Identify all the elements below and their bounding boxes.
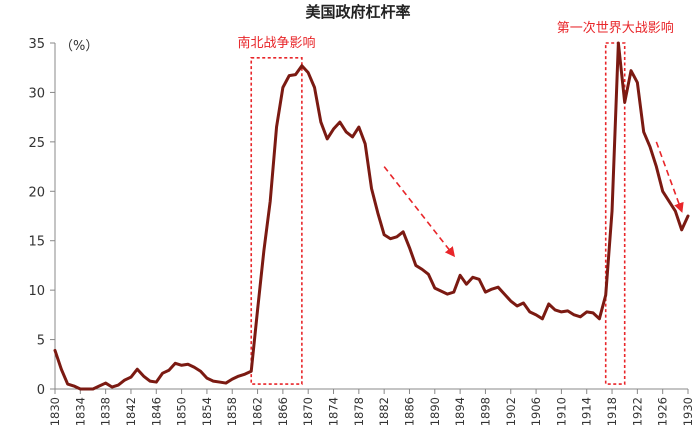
x-tick-label: 1918 bbox=[605, 397, 619, 426]
x-tick-label: 1906 bbox=[529, 397, 543, 426]
x-tick-label: 1874 bbox=[327, 397, 341, 426]
trend-arrows bbox=[383, 141, 684, 258]
series-line bbox=[53, 41, 690, 391]
annotation-label: 第一次世界大战影响 bbox=[557, 20, 674, 36]
y-tick-label: 10 bbox=[28, 284, 45, 299]
y-tick-label: 5 bbox=[37, 334, 45, 349]
x-tick-label: 1930 bbox=[681, 397, 695, 426]
y-tick-label: 15 bbox=[28, 235, 45, 250]
trend-arrow bbox=[655, 141, 684, 213]
x-tick-label: 1890 bbox=[428, 397, 442, 426]
x-tick-label: 1830 bbox=[48, 397, 62, 426]
y-tick-label: 20 bbox=[28, 185, 45, 200]
y-tick-label: 25 bbox=[28, 136, 45, 151]
x-tick-label: 1842 bbox=[124, 397, 138, 426]
x-tick-label: 1862 bbox=[251, 397, 265, 426]
x-tick-label: 1894 bbox=[453, 397, 467, 426]
chart-title: 美国政府杠杆率 bbox=[305, 3, 410, 21]
x-tick-label: 1926 bbox=[656, 397, 670, 426]
annotation-label: 南北战争影响 bbox=[238, 35, 316, 51]
unit-label: （%） bbox=[60, 39, 98, 54]
trend-arrow bbox=[383, 166, 456, 258]
x-tick-label: 1850 bbox=[175, 397, 189, 426]
annotation-boxes: 南北战争影响 第一次世界大战影响 bbox=[238, 20, 674, 385]
x-tick-label: 1898 bbox=[478, 397, 492, 426]
x-tick-label: 1910 bbox=[554, 397, 568, 426]
x-tick-label: 1858 bbox=[225, 397, 239, 426]
x-tick-label: 1914 bbox=[580, 397, 594, 426]
y-axis: 0 5 10 15 20 25 30 35 bbox=[28, 37, 56, 398]
x-tick-label: 1846 bbox=[149, 397, 163, 426]
x-tick-label: 1902 bbox=[504, 397, 518, 426]
x-tick-label: 1886 bbox=[402, 397, 416, 426]
y-tick-label: 30 bbox=[28, 86, 45, 101]
x-axis: 1830 1834 1838 1842 1846 1850 1854 1858 1862 1866… bbox=[48, 388, 695, 426]
x-tick-label: 1838 bbox=[99, 397, 113, 426]
x-tick-label: 1878 bbox=[352, 397, 366, 426]
x-tick-label: 1882 bbox=[377, 397, 391, 426]
x-tick-label: 1866 bbox=[276, 397, 290, 426]
x-tick-label: 1854 bbox=[200, 397, 214, 426]
x-tick-label: 1834 bbox=[73, 397, 87, 426]
x-tick-label: 1922 bbox=[630, 397, 644, 426]
x-tick-label: 1870 bbox=[301, 397, 315, 426]
annotation-box bbox=[604, 42, 626, 385]
annotation-box bbox=[250, 57, 303, 385]
y-tick-label: 0 bbox=[37, 383, 45, 398]
y-tick-label: 35 bbox=[28, 37, 45, 52]
